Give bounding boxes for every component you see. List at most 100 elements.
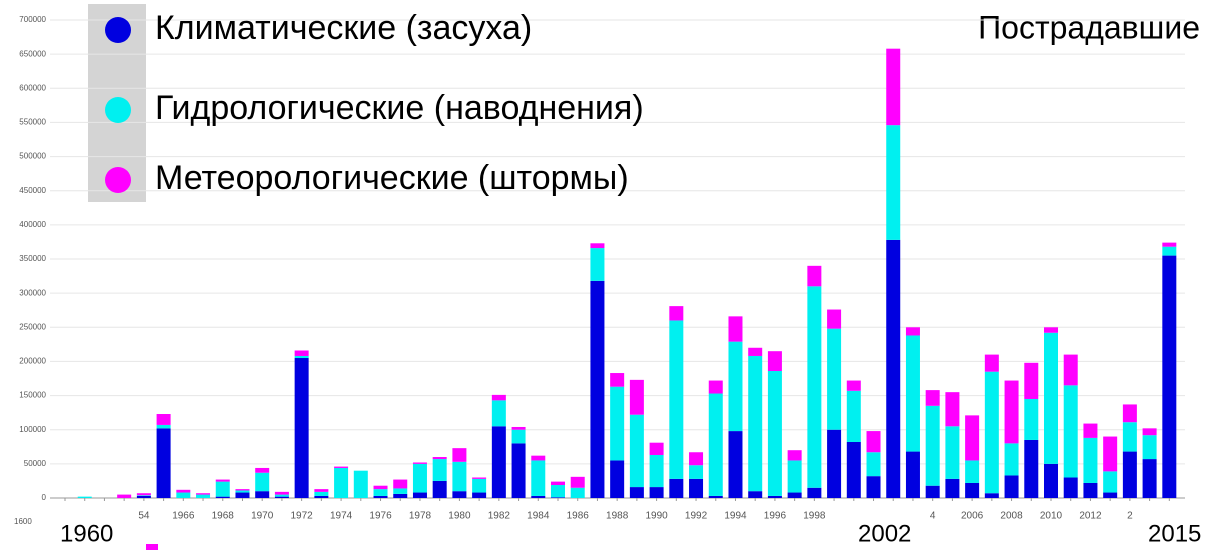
x-tick-label: 1972 [291,511,314,522]
y-tick-label: 300000 [19,288,46,297]
bar-segment [689,478,704,498]
y-tick-label: 550000 [19,118,46,127]
bar-segment [452,461,467,492]
y-tick-label: 100000 [19,425,46,434]
bar-segment [846,442,861,498]
bar-segment [846,390,861,443]
x-tick-label: 1984 [527,511,550,522]
bar-segment [1122,422,1137,452]
x-tick-label: 1992 [685,511,708,522]
bar-segment [274,496,289,498]
bar-segment [610,386,625,461]
bar-segment [669,320,684,479]
x-tick-label: 1970 [251,511,274,522]
x-tick-label: 1980 [448,511,471,522]
bar-segment [136,495,151,496]
x-tick-label: 1998 [803,511,826,522]
bar-segment [905,451,920,498]
bar-segment [156,414,171,425]
y-tick-label: 200000 [19,357,46,366]
x-tick-label: 1986 [567,511,590,522]
bar-segment [531,495,546,498]
y-tick-label: 600000 [19,83,46,92]
bar-segment [412,463,427,493]
bar-segment [511,443,526,498]
bar-segment [590,243,605,249]
bar-segment [866,431,881,453]
bar-segment [649,487,664,498]
x-tick-label: 1982 [488,511,511,522]
bar-segment [432,480,447,498]
x-tick-label: 2008 [1000,511,1023,522]
x-tick-label: 2006 [961,511,984,522]
bar-segment [1024,362,1039,399]
bar-segment [945,426,960,479]
bar-segment [886,48,901,126]
bar-segment [1083,482,1098,498]
bar-segment [452,448,467,462]
bar-segment [945,392,960,427]
bar-segment [649,442,664,455]
bar-segment [491,426,506,498]
bar-segment [1044,327,1058,333]
bar-segment [1063,477,1078,498]
legend-label: Гидрологические (наводнения) [155,89,644,127]
bar-segment [886,125,901,240]
bar-segment [866,476,881,498]
x-tick-label: 2 [1127,511,1133,522]
bar-segment [314,495,329,498]
bar-segment [925,485,940,498]
bar-segment [77,496,92,498]
bar-segment [767,351,782,371]
bar-segment [491,394,506,401]
bar-segment [176,492,191,498]
bar-segment [748,491,763,498]
bar-segment [629,487,644,498]
bar-segment [728,316,743,342]
bar-segment [196,493,211,495]
bar-segment [472,477,487,479]
bar-segment [925,390,940,406]
bar-segment [925,405,940,486]
y-tick-label: 150000 [19,391,46,400]
bar-segment [610,460,625,498]
bar-segment [196,494,211,498]
bar-segment [984,371,999,494]
bar-segment [827,309,842,329]
bar-segment [590,280,605,498]
bar-segment [570,476,585,488]
bar-segment [176,489,191,493]
bar-segment [984,354,999,372]
bar-segment [373,489,388,496]
bar-segment [1103,492,1118,498]
chart-title: Пострадавшие [978,9,1200,45]
bar-segment [353,470,368,498]
bar-segment [984,493,999,498]
y-tick-label: 0 [42,493,47,502]
bar-segment [1083,423,1098,438]
bar-segment [551,485,565,498]
bar-segment [511,429,526,444]
bar-segment [393,479,408,489]
bar-segment [669,306,684,321]
bar-segment [274,494,289,497]
bar-segment [491,400,506,427]
bar-segment [1004,380,1019,444]
legend-marker [105,17,131,43]
bar-segment [1044,332,1058,464]
decoration [146,544,158,550]
x-tick-label: 1966 [172,511,195,522]
y-tick-label: 450000 [19,186,46,195]
bar-segment [1004,475,1019,498]
bar-segment [708,393,723,496]
bar-segment [649,454,664,488]
annotation: 1600 [14,517,32,526]
bar-segment [156,428,171,498]
bar-segment [1083,437,1098,483]
bar-segment [728,341,743,432]
bar-segment [748,355,763,492]
legend-marker [105,167,131,193]
bar-segment [274,491,289,495]
annotation: 1960 [60,520,113,547]
bar-segment [827,328,842,430]
